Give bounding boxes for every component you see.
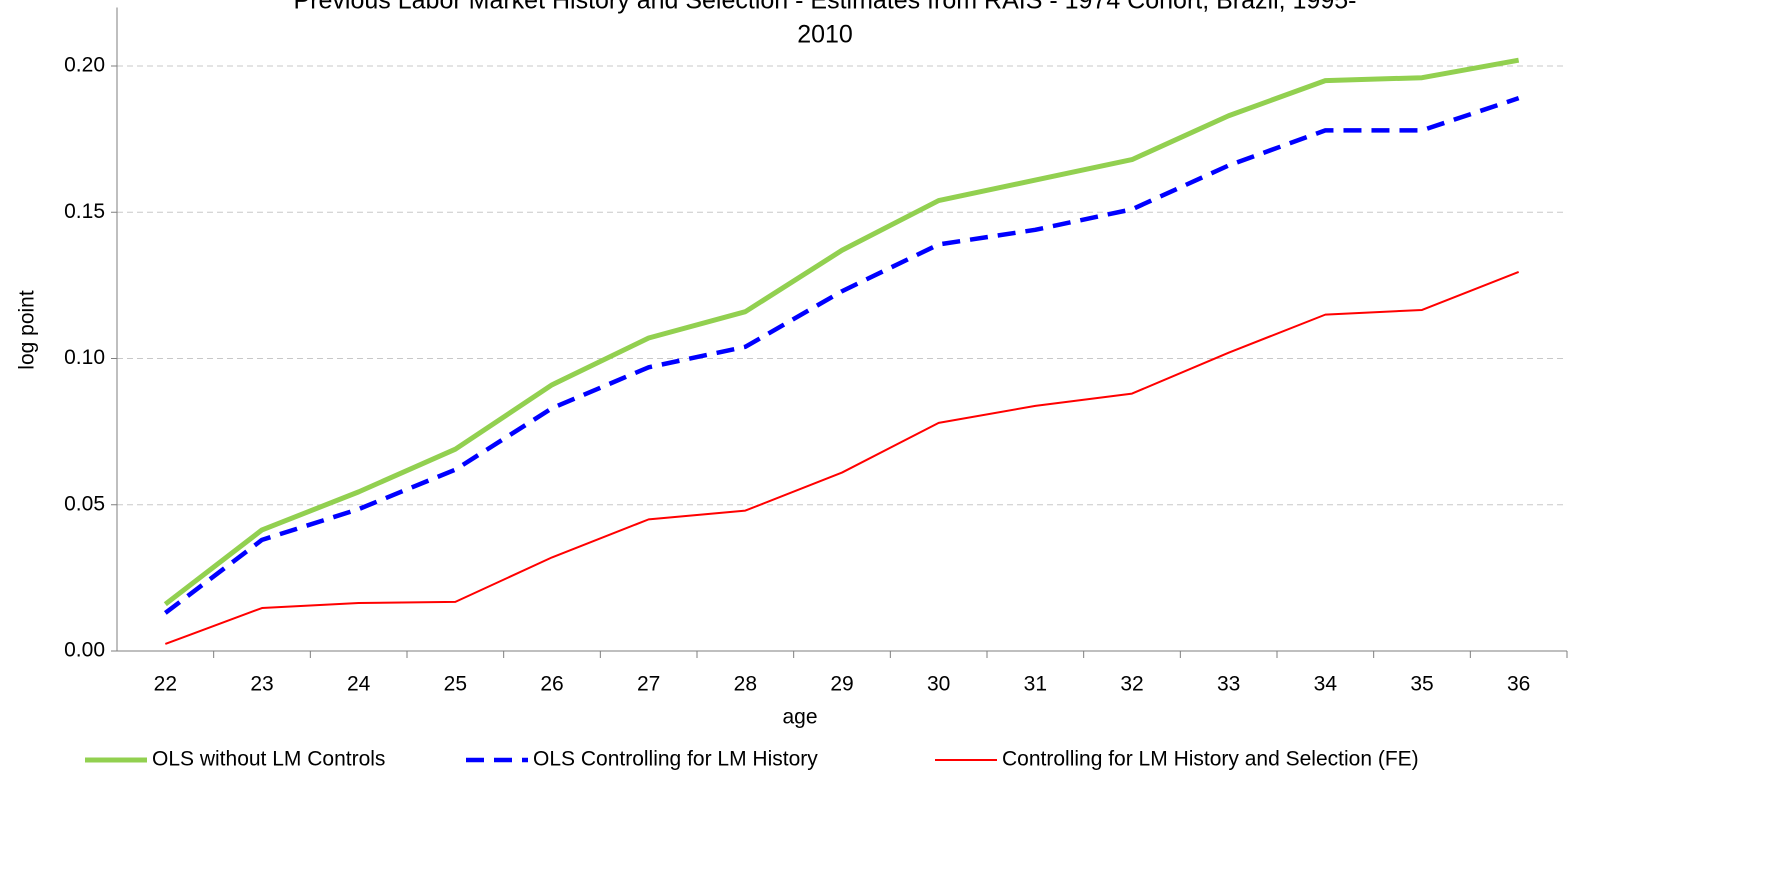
y-tick-label: 0.00 xyxy=(64,639,105,662)
x-tick-label: 36 xyxy=(1507,673,1530,696)
legend-label: OLS without LM Controls xyxy=(152,748,385,771)
x-tick-label: 28 xyxy=(734,673,757,696)
x-axis-label: age xyxy=(782,706,817,729)
x-tick-label: 23 xyxy=(250,673,273,696)
y-tick-label: 0.15 xyxy=(64,200,105,223)
x-tick-label: 25 xyxy=(444,673,467,696)
x-tick-label: 32 xyxy=(1120,673,1143,696)
y-axis-label: log point xyxy=(16,290,39,370)
series-line xyxy=(163,96,1520,615)
legend-label: OLS Controlling for LM History xyxy=(533,748,818,771)
x-tick-label: 29 xyxy=(830,673,853,696)
y-tick-label: 0.20 xyxy=(64,54,105,77)
series-line xyxy=(164,270,1520,645)
legend-label: Controlling for LM History and Selection… xyxy=(1002,748,1419,771)
x-tick-label: 30 xyxy=(927,673,950,696)
x-tick-label: 33 xyxy=(1217,673,1240,696)
x-tick-label: 31 xyxy=(1024,673,1047,696)
y-tick-label: 0.05 xyxy=(64,492,105,515)
x-tick-label: 22 xyxy=(154,673,177,696)
x-tick-label: 35 xyxy=(1410,673,1433,696)
chart-title: 2010 xyxy=(797,21,853,49)
chart-title: Previous Labor Market History and Select… xyxy=(294,0,1357,15)
x-tick-label: 24 xyxy=(347,673,371,696)
x-tick-label: 26 xyxy=(540,673,563,696)
x-tick-label: 34 xyxy=(1314,673,1338,696)
series-line xyxy=(163,57,1520,607)
y-tick-label: 0.10 xyxy=(64,346,105,369)
x-tick-label: 27 xyxy=(637,673,660,696)
